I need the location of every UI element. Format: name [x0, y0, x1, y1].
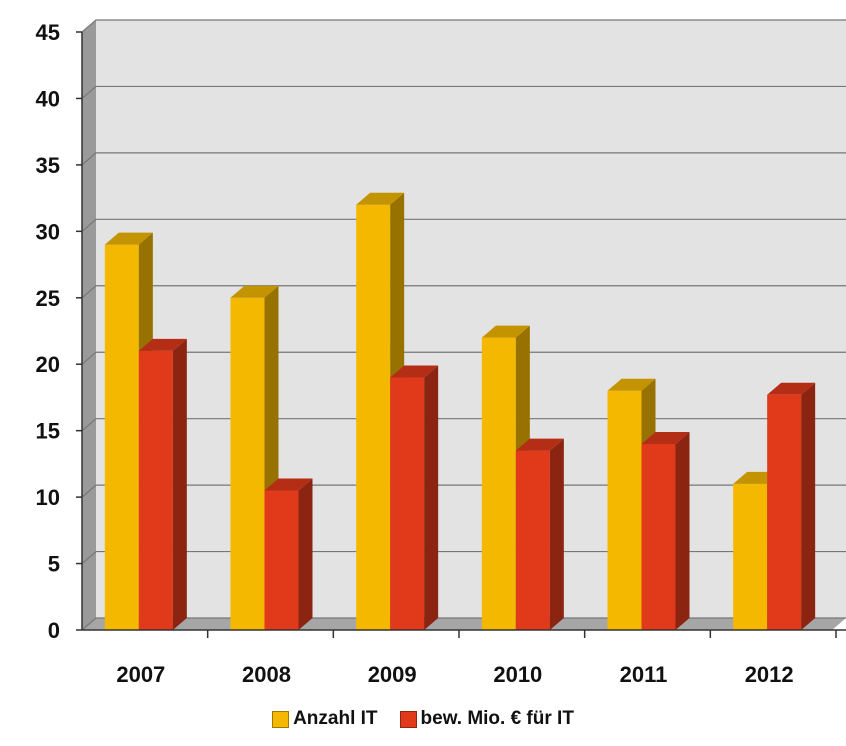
gridline [81, 218, 846, 232]
bar-front [767, 394, 802, 630]
bar-top [138, 338, 187, 351]
bar-top [356, 192, 405, 205]
y-tick-label: 10 [36, 485, 60, 510]
gridline [81, 617, 846, 631]
bar-front [481, 337, 516, 630]
side-wall [82, 20, 96, 630]
gridline [81, 285, 846, 299]
legend-item-anzahl-it: Anzahl IT [272, 708, 378, 730]
bar-top [230, 285, 279, 298]
x-tick-label: 2008 [242, 662, 291, 687]
bar-front [230, 297, 265, 630]
bar-front [138, 350, 173, 630]
bar-side [801, 382, 816, 630]
bar-top [390, 365, 439, 378]
bar [390, 365, 439, 630]
y-tick-label: 45 [36, 20, 60, 45]
bar-front [390, 377, 425, 630]
legend-swatch-anzahl-it [272, 710, 290, 728]
y-tick-label: 25 [36, 286, 60, 311]
legend-swatch-bew-mio [399, 710, 417, 728]
gridline [81, 484, 846, 498]
floor [82, 618, 846, 630]
gridline [81, 85, 846, 99]
gridline [81, 351, 846, 365]
bar-top [767, 382, 816, 395]
bar-side [675, 431, 690, 630]
x-tick-label: 2012 [745, 662, 794, 687]
bar-front [733, 483, 768, 630]
bar [515, 438, 564, 630]
bar-side [172, 338, 187, 630]
y-tick-label: 35 [36, 153, 60, 178]
bar-front [104, 244, 139, 630]
x-tick-label: 2007 [116, 662, 165, 687]
bar-front [607, 390, 642, 630]
bars [104, 192, 816, 630]
bar [138, 338, 187, 630]
legend: Anzahl IT bew. Mio. € für IT [0, 708, 846, 730]
bar-front [515, 450, 550, 630]
bar-top [481, 325, 530, 338]
bar-top [607, 378, 656, 391]
y-tick-label: 5 [48, 552, 60, 577]
legend-label-anzahl-it: Anzahl IT [293, 708, 378, 729]
x-tick-label: 2009 [368, 662, 417, 687]
bar-front [641, 443, 676, 630]
bar-side [549, 438, 564, 630]
x-tick-label: 2011 [620, 662, 668, 687]
y-tick-label: 30 [36, 219, 60, 244]
bar-top [641, 431, 690, 444]
bar-top [515, 438, 564, 451]
legend-item-bew-mio: bew. Mio. € für IT [399, 708, 574, 730]
x-tick-label: 2010 [493, 662, 542, 687]
y-tick-label: 0 [48, 618, 60, 643]
bar [641, 431, 690, 630]
gridline [81, 550, 846, 565]
chart-walls [82, 20, 846, 630]
y-tick-label: 20 [36, 352, 60, 377]
gridline [81, 418, 846, 432]
gridline [81, 152, 846, 166]
bar-front [264, 490, 299, 630]
gridlines [81, 19, 846, 631]
bar [264, 478, 313, 630]
bar-side [298, 478, 313, 630]
bar-top [104, 232, 153, 245]
bar-side [424, 365, 439, 630]
y-tick-label: 40 [36, 86, 60, 111]
y-tick-label: 15 [36, 419, 60, 444]
legend-label-bew-mio: bew. Mio. € für IT [420, 708, 574, 729]
bar-front [356, 204, 391, 630]
axes: 0 5 10 15 20 25 30 35 40 45 2007 2008 2009 2010 2011 20… [36, 20, 846, 687]
bar-top [264, 478, 313, 491]
gridline [81, 19, 846, 33]
bar [767, 382, 816, 630]
